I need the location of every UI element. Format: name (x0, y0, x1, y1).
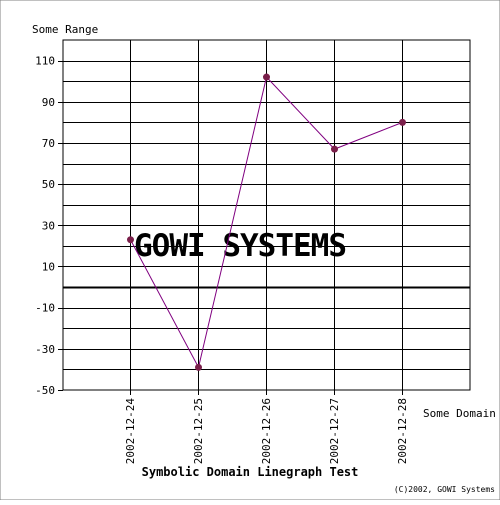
y-axis-label: Some Range (32, 23, 98, 36)
chart-title: Symbolic Domain Linegraph Test (142, 465, 359, 479)
data-point (399, 118, 406, 126)
data-point (331, 145, 338, 153)
x-tick-labels: 2002-12-24 2002-12-25 2002-12-26 2002-12-27… (124, 390, 409, 464)
grid: GOWI SYSTEMS (62, 39, 471, 391)
x-axis-label: Some Domain (423, 407, 496, 420)
watermark: GOWI SYSTEMS (134, 228, 346, 264)
y-tick-label: -10 (35, 302, 55, 315)
series (127, 73, 406, 371)
copyright-text: (C)2002, GOWI Systems (394, 485, 495, 494)
y-tick-label: 110 (35, 55, 55, 68)
y-tick-label: 10 (42, 260, 55, 273)
x-tick-label: 2002-12-28 (396, 398, 409, 464)
x-tick-label: 2002-12-25 (192, 398, 205, 464)
x-tick-label: 2002-12-26 (260, 398, 273, 464)
y-tick-label: 50 (42, 178, 55, 191)
y-tick-label: 90 (42, 96, 55, 109)
data-point (127, 236, 134, 244)
y-tick-label: 70 (42, 137, 55, 150)
x-tick-label: 2002-12-24 (124, 398, 137, 465)
y-tick-labels: 110 90 70 50 30 10 -10 -30 -50 (35, 55, 63, 397)
y-tick-label: -30 (35, 343, 55, 356)
data-point (263, 73, 270, 81)
y-tick-label: 30 (42, 219, 55, 232)
x-tick-label: 2002-12-27 (328, 398, 341, 464)
data-point (195, 363, 202, 371)
y-tick-label: -50 (35, 384, 55, 397)
